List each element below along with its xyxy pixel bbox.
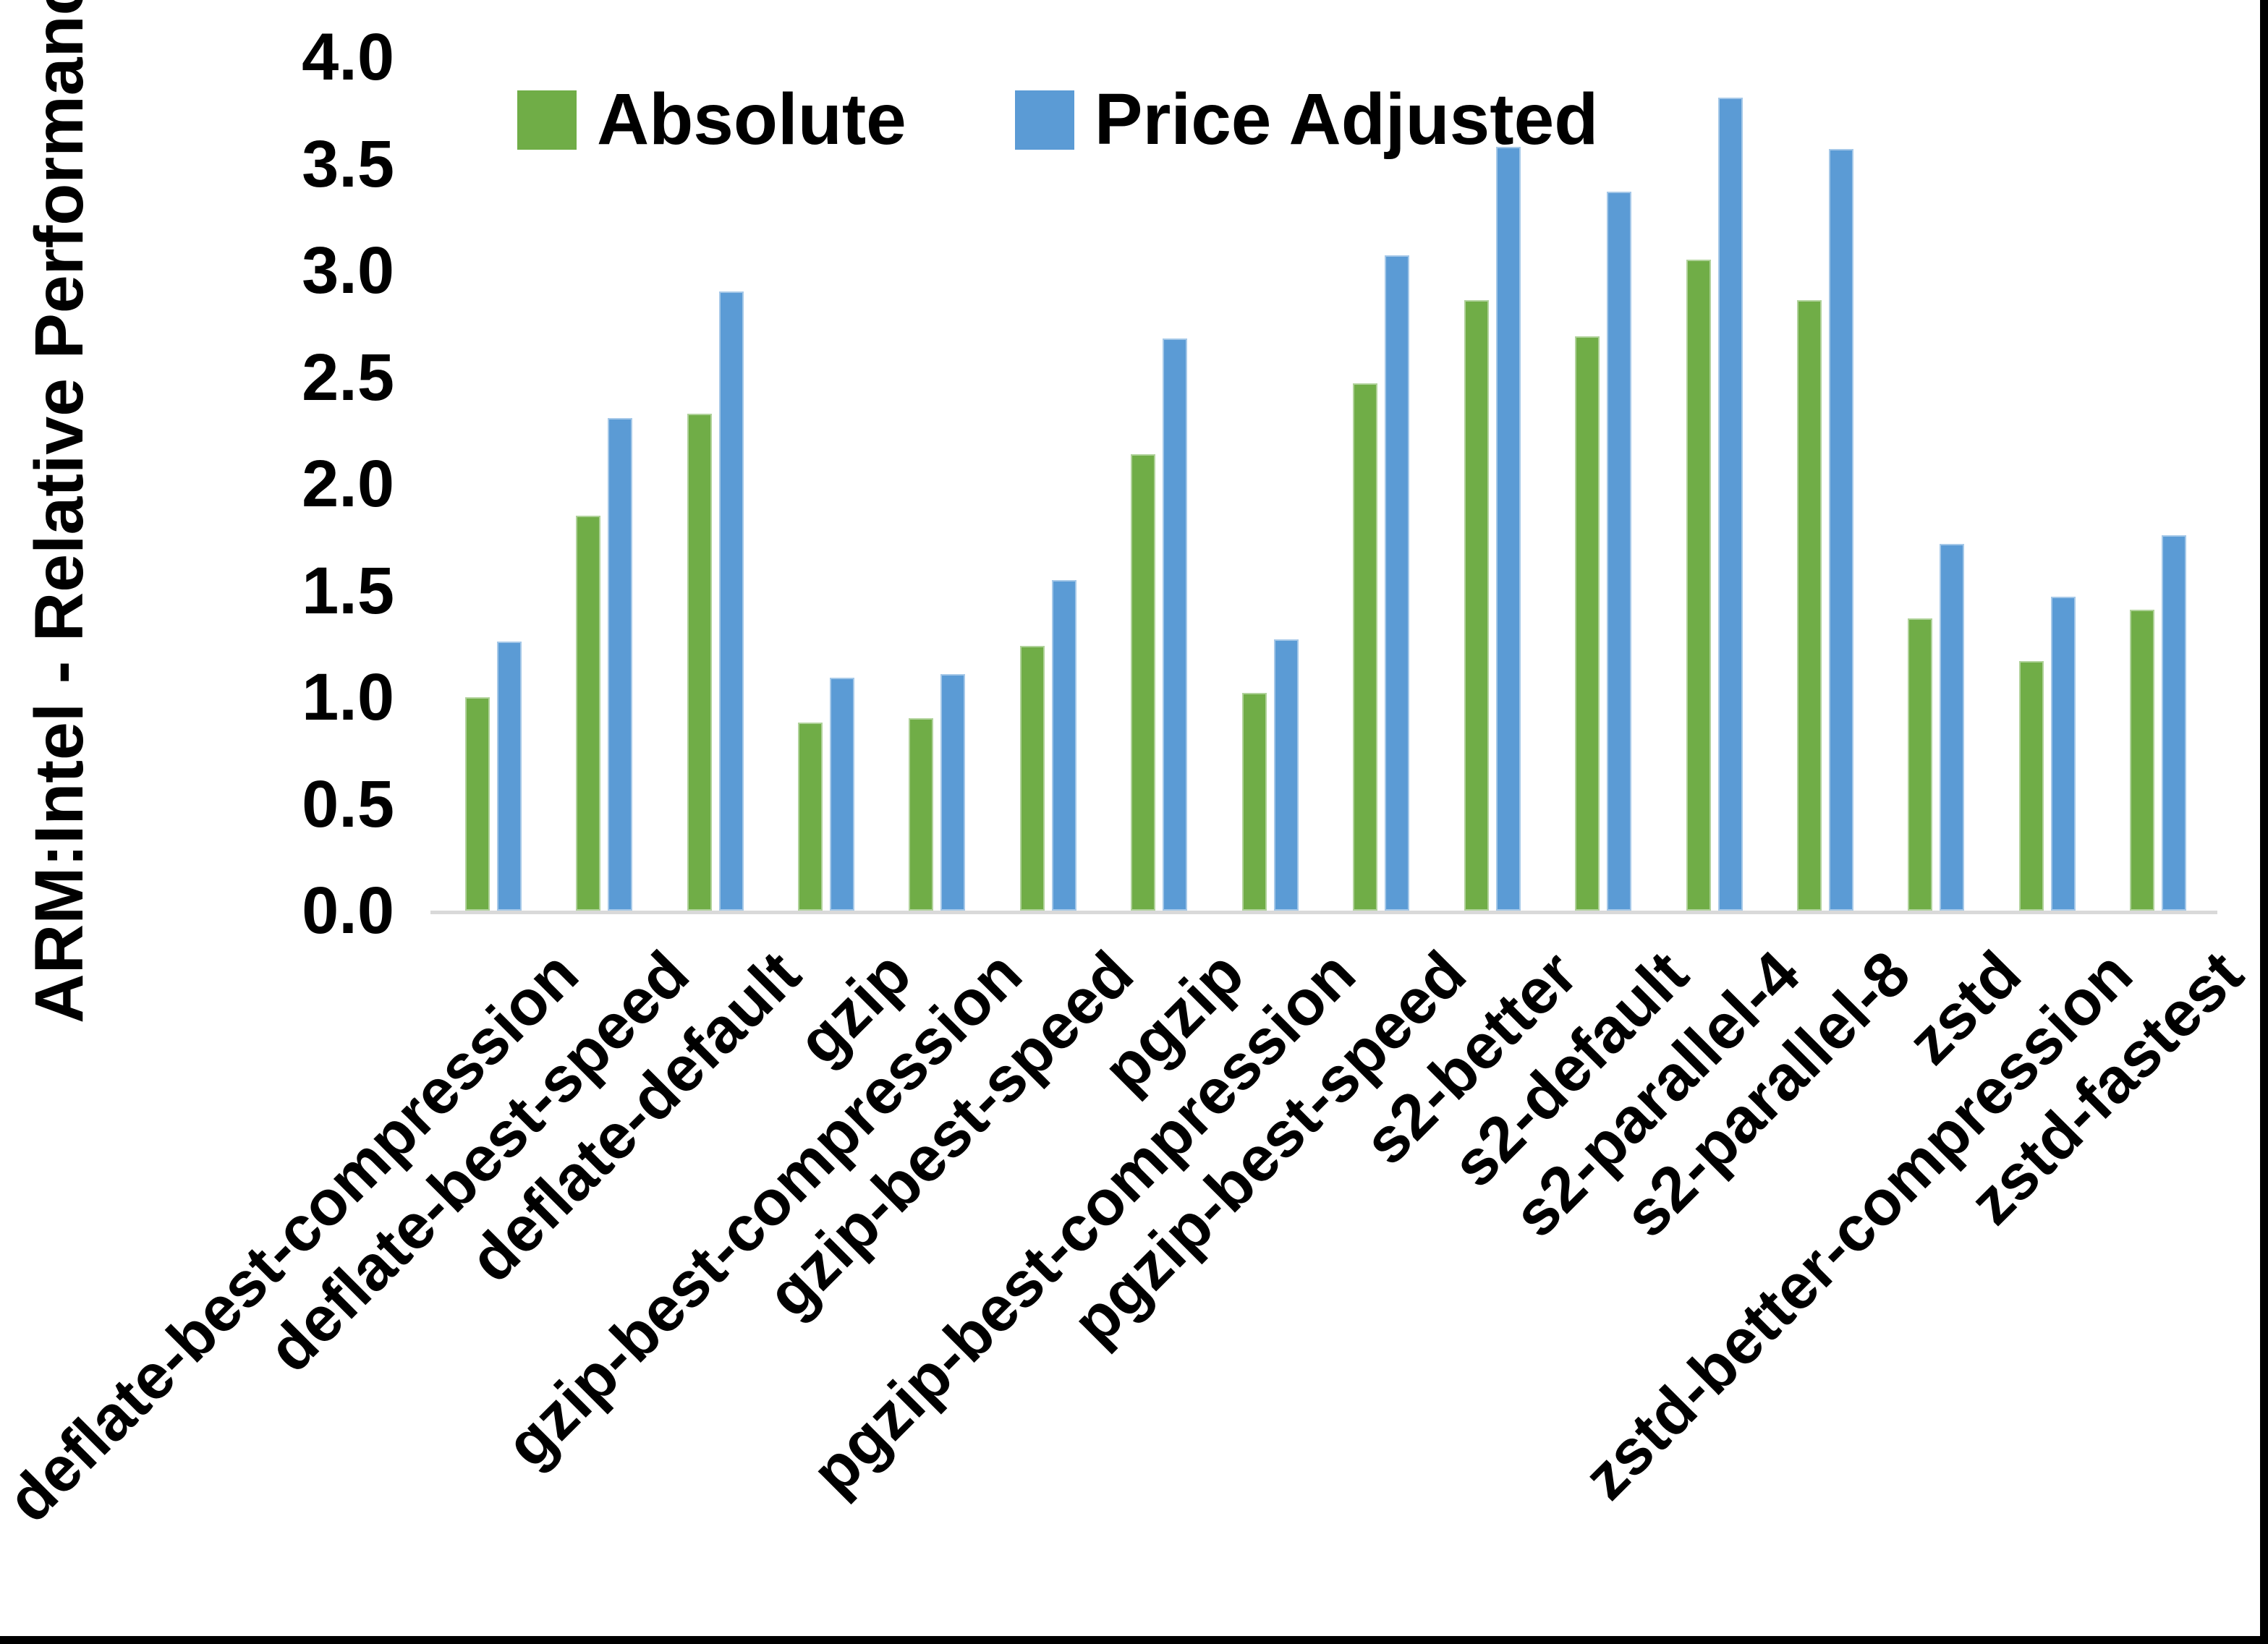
bar-group-s2-better [1437, 57, 1547, 911]
bar-price-adjusted-s2-parallel-4 [1717, 98, 1743, 911]
bar-price-adjusted-pgzip [1163, 338, 1188, 911]
y-tick-label-2.0: 2.0 [302, 447, 394, 521]
bar-group-zstd-fastest [2103, 57, 2214, 911]
bar-absolute-s2-better [1464, 300, 1489, 911]
bar-price-adjusted-gzip-best-speed [1051, 580, 1076, 911]
plot-area [438, 57, 2214, 911]
bar-group-gzip-best-compression [882, 57, 993, 911]
bar-price-adjusted-deflate-best-speed [608, 418, 633, 911]
bar-absolute-s2-parallel-4 [1686, 260, 1711, 911]
bar-group-deflate-default [660, 57, 770, 911]
bar-absolute-deflate-default [687, 414, 712, 911]
bar-absolute-zstd [1908, 618, 1933, 911]
bar-price-adjusted-pgzip-best-compression [1273, 639, 1299, 911]
y-axis-title: ARM:Intel - Relative Performance [21, 0, 98, 1023]
legend-swatch-absolute-icon [517, 90, 577, 150]
bar-price-adjusted-s2-parallel-8 [1828, 149, 1853, 911]
legend-label-price-adjusted: Price Adjusted [1094, 79, 1599, 160]
y-tick-label-2.5: 2.5 [302, 340, 394, 414]
bar-group-zstd [1881, 57, 1992, 911]
legend-item-price-adjusted: Price Adjusted [1014, 78, 1599, 161]
y-tick-label-0.0: 0.0 [302, 874, 394, 947]
bar-price-adjusted-zstd [1940, 544, 1965, 911]
bar-price-adjusted-pgzip-best-speed [1385, 255, 1410, 911]
bar-price-adjusted-gzip [830, 678, 855, 911]
bar-group-gzip [770, 57, 881, 911]
bar-absolute-gzip-best-compression [909, 718, 934, 911]
bar-group-zstd-better-compression [1992, 57, 2102, 911]
bar-absolute-deflate-best-compression [464, 697, 490, 911]
bar-group-pgzip-best-compression [1215, 57, 1325, 911]
legend-swatch-price-adjusted-icon [1014, 90, 1074, 150]
bar-group-s2-default [1547, 57, 1658, 911]
bar-price-adjusted-s2-default [1607, 192, 1632, 911]
bar-group-deflate-best-compression [438, 57, 548, 911]
y-tick-label-0.5: 0.5 [302, 767, 394, 841]
bar-group-deflate-best-speed [548, 57, 659, 911]
bar-price-adjusted-s2-better [1495, 147, 1521, 911]
bar-absolute-pgzip-best-compression [1241, 693, 1267, 911]
bar-price-adjusted-gzip-best-compression [940, 674, 966, 911]
bar-price-adjusted-deflate-default [718, 291, 744, 911]
legend-item-absolute: Absolute [517, 78, 906, 161]
bar-group-gzip-best-speed [993, 57, 1103, 911]
legend: Absolute Price Adjusted [517, 78, 1598, 161]
bar-group-s2-parallel-8 [1770, 57, 1880, 911]
y-tick-label-3.5: 3.5 [302, 127, 394, 201]
y-tick-label-4.0: 4.0 [302, 20, 394, 94]
y-tick-label-1.5: 1.5 [302, 553, 394, 628]
legend-label-absolute: Absolute [597, 79, 906, 160]
bar-price-adjusted-zstd-fastest [2162, 535, 2187, 911]
bar-absolute-s2-default [1575, 336, 1600, 911]
y-tick-label-3.0: 3.0 [302, 234, 394, 307]
bar-absolute-s2-parallel-8 [1796, 300, 1822, 911]
bar-absolute-pgzip [1131, 454, 1156, 911]
bar-absolute-deflate-best-speed [576, 516, 601, 911]
x-axis-line [430, 911, 2217, 914]
bar-absolute-zstd-better-compression [2018, 661, 2044, 911]
bar-absolute-pgzip-best-speed [1353, 383, 1378, 911]
y-tick-label-1.0: 1.0 [302, 660, 394, 734]
bar-price-adjusted-zstd-better-compression [2050, 597, 2076, 911]
bar-group-pgzip [1104, 57, 1215, 911]
bar-absolute-zstd-fastest [2130, 610, 2155, 911]
bar-group-s2-parallel-4 [1659, 57, 1770, 911]
bar-absolute-gzip [798, 723, 823, 911]
bar-absolute-gzip-best-speed [1019, 646, 1045, 911]
bar-group-pgzip-best-speed [1326, 57, 1437, 911]
bar-price-adjusted-deflate-best-compression [496, 642, 522, 911]
